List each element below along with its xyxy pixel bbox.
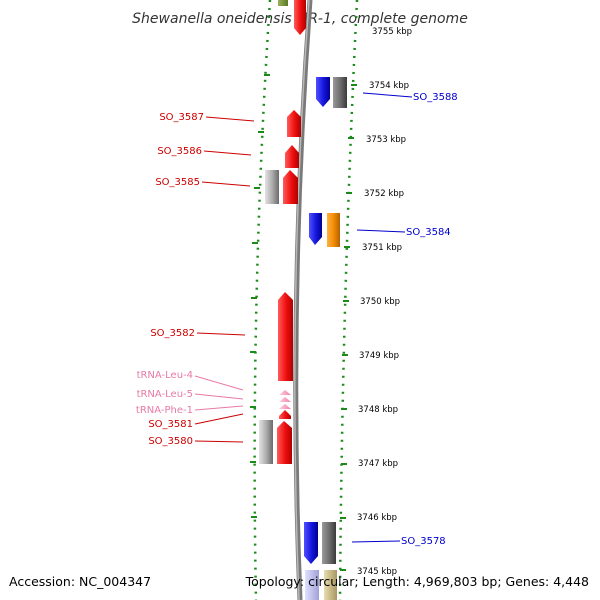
gene-feature [327, 213, 340, 247]
gene-feature [322, 522, 336, 564]
accession-label: Accession: NC_004347 [9, 574, 151, 589]
feature-label: tRNA-Phe-1 [136, 405, 193, 416]
feature-label: SO_3578 [401, 536, 446, 547]
feature-label: tRNA-Leu-4 [137, 370, 193, 381]
gene-feature [265, 170, 279, 204]
genome-backbone-highlight [294, 0, 310, 600]
kbp-label: 3748 kbp [358, 405, 398, 415]
feature-label: SO_3585 [155, 177, 200, 188]
trna-feature [279, 397, 291, 402]
kbp-label: 3750 kbp [360, 297, 400, 307]
topology-label: Topology: circular; Length: 4,969,803 bp… [245, 574, 589, 589]
feature-label: SO_3588 [413, 92, 458, 103]
trna-feature [279, 404, 291, 409]
left-feature-labels: SO_3587 SO_3586 SO_3585 SO_3582 tRNA-Leu… [136, 112, 204, 447]
gene-feature [259, 420, 273, 464]
feature-label: SO_3587 [159, 112, 204, 123]
gene-feature [278, 292, 293, 381]
gene-feature [287, 110, 301, 137]
feature-label: SO_3581 [148, 419, 193, 430]
kbp-label: 3752 kbp [364, 189, 404, 199]
kbp-label: 3751 kbp [362, 243, 402, 253]
kbp-label: 3755 kbp [372, 27, 412, 37]
gene-feature [309, 213, 322, 245]
gene-feature [316, 77, 330, 107]
gene-feature [333, 77, 347, 108]
gene-feature [278, 0, 288, 6]
kbp-label: 3753 kbp [366, 135, 406, 145]
right-feature-labels: SO_3588 SO_3584 SO_3578 [401, 92, 458, 547]
genome-backbone [293, 0, 313, 600]
gene-feature [277, 421, 292, 464]
kbp-label: 3747 kbp [358, 459, 398, 469]
gene-feature [285, 145, 299, 168]
feature-label: SO_3580 [148, 436, 193, 447]
inner-tick-track [253, 0, 272, 600]
feature-label: SO_3586 [157, 146, 202, 157]
feature-label: SO_3582 [150, 328, 195, 339]
ruler-major-ticks [250, 74, 357, 571]
trna-feature [279, 390, 291, 395]
gene-feature [283, 170, 298, 204]
gene-feature [305, 570, 319, 600]
gene-feature [279, 410, 291, 419]
gene-feature [324, 570, 337, 600]
kbp-label: 3745 kbp [357, 567, 397, 577]
feature-label: SO_3584 [406, 227, 451, 238]
gene-feature [304, 522, 318, 564]
kbp-label: 3746 kbp [357, 513, 397, 523]
leader-lines [194, 92, 413, 543]
gene-feature [294, 0, 306, 35]
kbp-label: 3749 kbp [359, 351, 399, 361]
feature-label: tRNA-Leu-5 [137, 389, 193, 400]
kbp-labels: 3755 kbp 3754 kbp 3753 kbp 3752 kbp 3751… [357, 27, 412, 577]
kbp-label: 3754 kbp [369, 81, 409, 91]
